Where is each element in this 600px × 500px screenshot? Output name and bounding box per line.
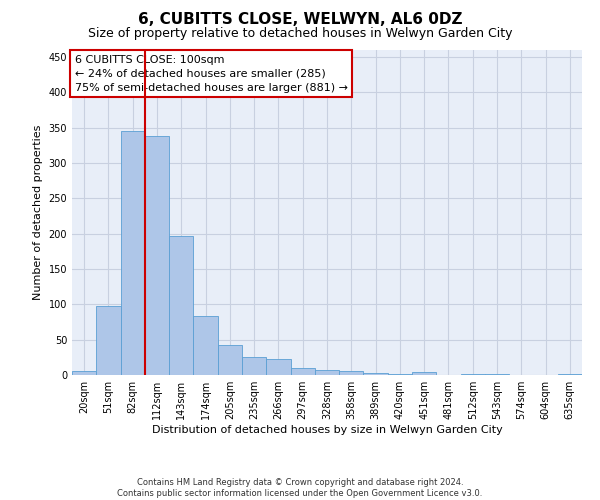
Bar <box>388 374 412 375</box>
Bar <box>266 360 290 375</box>
Bar <box>461 374 485 375</box>
X-axis label: Distribution of detached houses by size in Welwyn Garden City: Distribution of detached houses by size … <box>152 425 502 435</box>
Bar <box>96 306 121 375</box>
Bar <box>218 344 242 375</box>
Bar <box>558 374 582 375</box>
Bar <box>72 372 96 375</box>
Text: 6 CUBITTS CLOSE: 100sqm
← 24% of detached houses are smaller (285)
75% of semi-d: 6 CUBITTS CLOSE: 100sqm ← 24% of detache… <box>74 55 347 93</box>
Text: Contains HM Land Registry data © Crown copyright and database right 2024.
Contai: Contains HM Land Registry data © Crown c… <box>118 478 482 498</box>
Bar <box>169 236 193 375</box>
Bar <box>485 374 509 375</box>
Bar <box>290 368 315 375</box>
Bar <box>412 372 436 375</box>
Bar <box>121 131 145 375</box>
Text: Size of property relative to detached houses in Welwyn Garden City: Size of property relative to detached ho… <box>88 28 512 40</box>
Text: 6, CUBITTS CLOSE, WELWYN, AL6 0DZ: 6, CUBITTS CLOSE, WELWYN, AL6 0DZ <box>138 12 462 28</box>
Bar <box>242 358 266 375</box>
Bar <box>145 136 169 375</box>
Bar <box>364 373 388 375</box>
Bar <box>339 372 364 375</box>
Bar <box>193 316 218 375</box>
Y-axis label: Number of detached properties: Number of detached properties <box>33 125 43 300</box>
Bar <box>315 370 339 375</box>
